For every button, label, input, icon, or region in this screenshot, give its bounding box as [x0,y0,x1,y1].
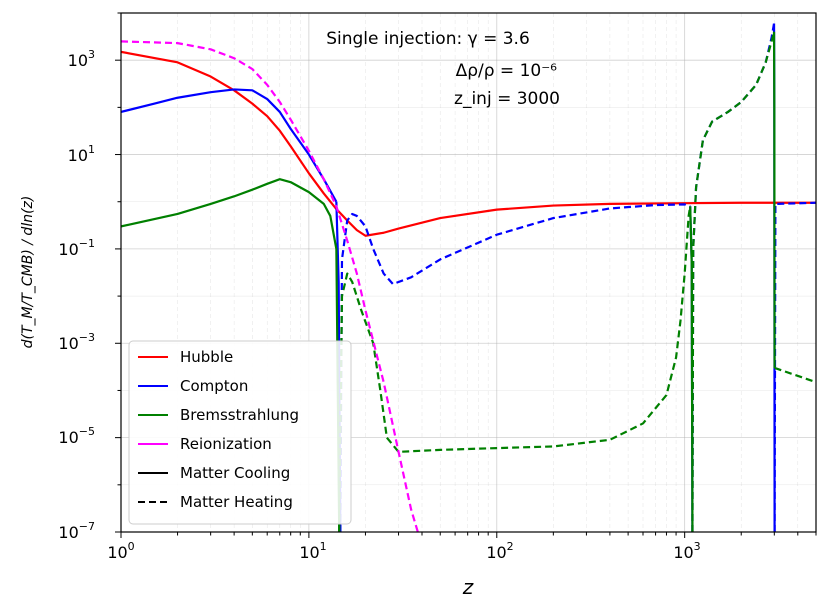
series-line-bremsstrahlung-cooling [121,178,341,532]
series-layer [121,23,816,532]
legend-label-matter-cooling: Matter Cooling [180,464,290,482]
legend-label-bremsstrahlung: Bremsstrahlung [180,406,299,424]
x-tick-label-2: 102 [486,540,513,562]
annotation-energy: Δρ/ρ = 10⁻⁶ [456,61,558,81]
x-tick-label-1: 101 [299,540,326,562]
y-tick-label-4: 10−5 [58,425,95,447]
legend-label-reionization: Reionization [180,435,272,453]
x-tick-label-0: 100 [107,540,134,562]
x-axis-label: z [462,575,474,599]
series-line-reionization-heating [121,40,419,532]
series-line-bremsstrahlung-heating [338,206,692,532]
x-tick-label-3: 103 [673,540,700,562]
annotation-injection: Single injection: γ = 3.6 [326,29,530,49]
series-line-bremsstrahlung-cooling [772,31,776,368]
y-tick-label-1: 101 [68,143,95,165]
axis-ticks [115,12,817,538]
legend-label-compton: Compton [180,377,248,395]
legend-label-hubble: Hubble [180,348,233,366]
y-tick-label-3: 10−3 [58,331,95,353]
legend: Hubble Compton Bremsstrahlung Reionizati… [128,340,352,525]
series-line-compton-heating [339,203,691,532]
series-line-compton-cooling [121,88,338,203]
y-axis-label: d(T_M/T_CMB) / dln(z) [20,196,36,349]
series-line-compton-heating [691,23,776,532]
legend-label-matter-heating: Matter Heating [180,493,293,511]
legend-box [128,340,352,525]
plot-frame [120,12,817,533]
series-line-bremsstrahlung-heating [691,31,776,532]
y-tick-label-5: 10−7 [58,520,95,542]
y-tick-label-0: 103 [68,48,95,70]
series-line-bremsstrahlung-heating [774,366,816,384]
series-line-compton-heating [773,201,816,532]
annotation-redshift: z_inj = 3000 [454,89,560,109]
y-tick-label-2: 10−1 [58,237,95,259]
